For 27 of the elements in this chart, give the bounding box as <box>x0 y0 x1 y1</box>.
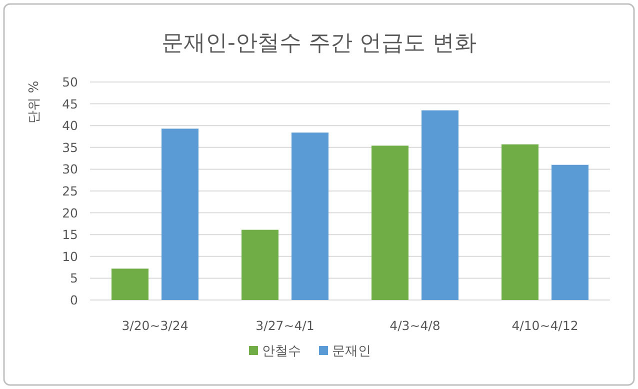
legend-label: 문재인 <box>332 344 371 359</box>
bar <box>502 144 538 300</box>
y-tick-label: 30 <box>62 162 78 177</box>
y-tick-label: 0 <box>70 292 78 308</box>
y-tick-label: 5 <box>70 270 78 286</box>
x-tick-label: 3/20~3/24 <box>122 318 188 333</box>
legend-label: 안철수 <box>262 344 301 359</box>
y-axis-title: 단위 % <box>27 80 42 124</box>
x-tick-label: 4/3~4/8 <box>390 318 440 333</box>
x-tick-label: 4/10~4/12 <box>512 318 578 333</box>
x-tick-label: 3/27~4/1 <box>256 318 314 333</box>
y-tick-label: 45 <box>62 96 78 112</box>
bar <box>292 132 328 300</box>
y-tick-label: 25 <box>62 184 78 198</box>
y-tick-label: 50 <box>62 74 78 90</box>
y-tick-label: 40 <box>62 118 78 134</box>
y-tick-label: 35 <box>62 140 78 155</box>
y-tick-label: 20 <box>62 205 78 220</box>
bar <box>242 230 278 300</box>
bar <box>422 110 458 300</box>
y-tick-label: 15 <box>62 227 78 242</box>
bar <box>372 146 408 300</box>
bar <box>162 128 198 300</box>
chart-title: 문재인-안철수 주간 언급도 변화 <box>162 31 476 56</box>
bar <box>112 268 148 300</box>
bar <box>552 164 588 300</box>
y-tick-label: 10 <box>62 248 78 264</box>
